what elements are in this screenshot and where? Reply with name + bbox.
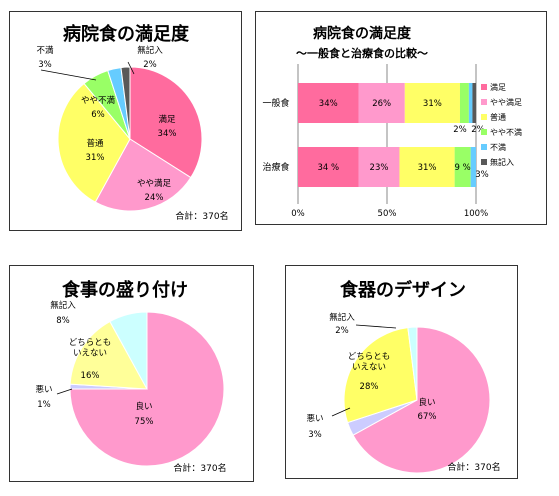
chart-title: 病院食の満足度 <box>313 25 412 42</box>
legend-swatch <box>481 129 487 135</box>
legend-label: 普通 <box>490 112 506 122</box>
legend-label: 無記入 <box>490 157 514 167</box>
slice-value-label: 34% <box>158 129 177 139</box>
chart-title: 食事の盛り付け <box>61 279 188 301</box>
bar-value-label: 3% <box>475 170 489 180</box>
x-tick-label: 0% <box>291 209 305 219</box>
bar-segment <box>358 147 400 187</box>
slice-value-label: 28% <box>360 382 379 392</box>
legend-swatch <box>481 99 487 105</box>
bar-segment <box>298 147 359 187</box>
legend-label: やや不満 <box>490 128 522 137</box>
legend-label: やや満足 <box>490 98 522 107</box>
slice-label: 悪い <box>35 385 52 395</box>
slice-label: 満足 <box>158 115 176 125</box>
pie-slice <box>69 320 148 390</box>
total-count-label: 合計：370名 <box>175 210 228 222</box>
slice-value-label: 8% <box>56 316 70 326</box>
legend-swatch <box>481 159 487 165</box>
comparison-bar-chart: 病院食の満足度 ～一般食と治療食の比較～ 0% 50% 100% 一般食 34% 26% 31%… <box>262 25 522 219</box>
x-tick-label: 100% <box>464 209 488 219</box>
chart-title: 食器のデザイン <box>339 279 466 301</box>
bar-segment <box>298 83 359 123</box>
bar-segment <box>454 147 471 187</box>
slice-value-label: 3% <box>38 60 52 70</box>
chart-title: 病院食の満足度 <box>63 23 190 45</box>
bar-segment <box>404 83 460 123</box>
slice-value-label: 6% <box>91 110 105 120</box>
category-label: 治療食 <box>262 161 289 173</box>
slice-value-label: 67% <box>418 412 437 422</box>
slice-label: 良い <box>418 397 435 408</box>
slice-label: やや満足 <box>137 179 172 189</box>
slice-label: 良い <box>135 401 152 412</box>
legend-label: 不満 <box>490 143 506 152</box>
slice-label: どちらともいえない <box>69 338 112 359</box>
slice-value-label: 2% <box>143 60 157 70</box>
slice-label: 無記入 <box>329 312 355 323</box>
legend-label: 満足 <box>490 83 506 92</box>
pie-slice <box>352 326 491 474</box>
bar-value-label: 2% <box>471 125 485 135</box>
bar-value-label: 9 % <box>455 163 471 173</box>
slice-label: やや不満 <box>81 96 116 106</box>
slice-value-label: 24% <box>145 193 164 203</box>
leader-line <box>56 388 73 395</box>
legend-swatch <box>481 84 487 90</box>
leader-line <box>127 61 135 75</box>
chart-panel-tableware: 食器のデザイン良い 67% 悪い 3% どちらともいえない 28% 無記入 2% 合計：370名 <box>285 265 518 479</box>
chart-subtitle: ～一般食と治療食の比較～ <box>296 46 428 60</box>
slice-value-label: 75% <box>135 417 154 427</box>
slice-label: どちらともいえない <box>348 352 391 373</box>
x-tick-label: 50% <box>378 209 397 219</box>
bar-value-label: 31% <box>418 163 437 173</box>
pie-slice <box>109 311 148 390</box>
slice-value-label: 3% <box>308 430 322 440</box>
slice-label: 悪い <box>306 414 323 424</box>
bar-value-label: 34 % <box>317 163 339 173</box>
legend-swatch <box>481 114 487 120</box>
legend-swatch <box>481 144 487 150</box>
chart-panel-presentation: 食事の盛り付け良い 75% 悪い 1% どちらともいえない 16% 無記入 8% 合計：370名 <box>9 265 254 482</box>
slice-label: 普通 <box>86 138 104 149</box>
leader-line <box>40 69 97 81</box>
slice-value-label: 31% <box>86 153 105 163</box>
pie-slice <box>69 311 225 467</box>
bar-segment <box>399 147 455 187</box>
pie-slice <box>407 326 418 401</box>
bar-segment <box>358 83 405 123</box>
slice-value-label: 2% <box>335 326 349 336</box>
pie-slice <box>57 82 131 203</box>
slice-label: 無記入 <box>50 300 76 311</box>
bar-value-label: 31% <box>423 99 442 109</box>
chart-panel-satisfaction: 病院食の満足度満足 34% やや満足 24% 普通 31% やや不満 6% 不満 3% 無記入 2% 合… <box>9 11 242 231</box>
slice-value-label: 1% <box>37 400 51 410</box>
bar-value-label: 26% <box>372 99 391 109</box>
pie-slice <box>120 66 131 140</box>
slice-label: 無記入 <box>137 45 163 56</box>
bar-segment <box>472 83 476 123</box>
bar-segment <box>459 83 469 123</box>
bar-value-label: 34% <box>319 99 338 109</box>
bar-value-label: 2% <box>453 125 467 135</box>
bar-segment <box>470 147 476 187</box>
slice-label: 不満 <box>36 46 54 56</box>
bar-segment <box>468 83 473 123</box>
category-label: 一般食 <box>262 97 289 109</box>
slice-value-label: 16% <box>81 371 100 381</box>
total-count-label: 合計：370名 <box>447 461 500 473</box>
total-count-label: 合計：370名 <box>173 462 226 474</box>
leader-line <box>355 324 397 329</box>
chart-panel-comparison: 病院食の満足度 ～一般食と治療食の比較～ 0% 50% 100% 一般食 34% 26% 31%… <box>255 11 547 225</box>
pie-slice <box>94 138 192 212</box>
leader-line <box>331 407 351 417</box>
bar-value-label: 23% <box>370 163 389 173</box>
